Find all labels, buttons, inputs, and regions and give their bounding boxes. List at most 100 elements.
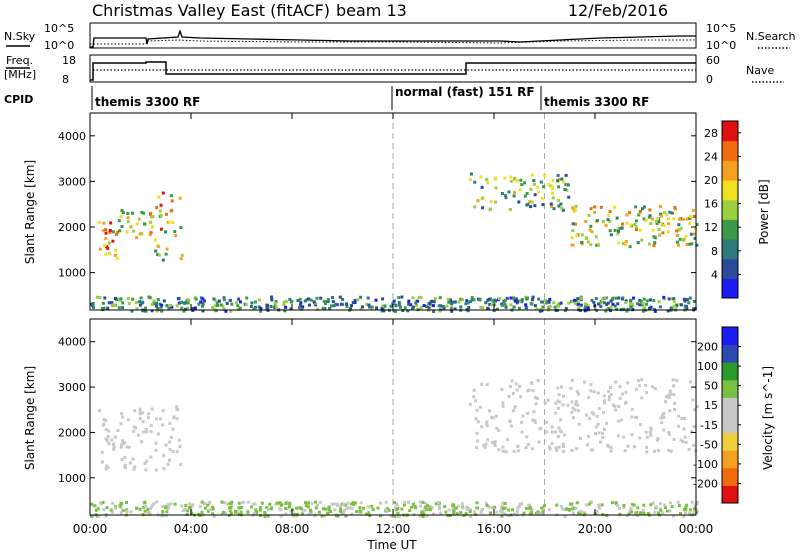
power-echo-cell: [606, 301, 610, 305]
velocity-echo-cell: [656, 437, 660, 441]
velocity-echo-cell: [419, 504, 423, 508]
velocity-echo-cell: [461, 506, 465, 510]
velocity-echo-cell: [175, 417, 179, 421]
velocity-echo-cell: [500, 509, 504, 513]
power-echo-cell: [155, 309, 159, 313]
velocity-echo-cell: [112, 445, 116, 449]
power-echo-cell: [100, 307, 104, 310]
power-echo-cell: [666, 309, 670, 313]
velocity-echo-cell: [284, 512, 288, 516]
power-echo-cell: [558, 302, 562, 306]
velocity-echo-cell: [165, 510, 169, 514]
velocity-echo-cell: [589, 389, 593, 393]
power-echo-cell: [518, 299, 522, 303]
power-echo-cell: [513, 191, 516, 194]
power-echo-cell: [637, 213, 641, 217]
power-echo-cell: [137, 217, 141, 221]
velocity-echo-cell: [113, 435, 117, 439]
power-echo-cell: [624, 239, 628, 243]
power-echo-cell: [338, 295, 342, 299]
power-echo-cell: [269, 305, 273, 308]
velocity-ytick-label: 3000: [58, 381, 86, 394]
power-echo-cell: [419, 296, 423, 300]
power-echo-cell: [539, 307, 542, 311]
velocity-echo-cell: [289, 509, 293, 513]
power-echo-cell: [350, 304, 353, 308]
velocity-echo-cell: [575, 447, 579, 451]
power-colorbar-band: [722, 239, 738, 260]
power-echo-cell: [636, 241, 640, 245]
power-echo-cell: [381, 297, 385, 301]
velocity-echo-cell: [556, 434, 560, 438]
velocity-echo-cell: [692, 443, 696, 447]
power-echo-cell: [617, 296, 621, 300]
velocity-echo-cell: [142, 505, 146, 509]
power-echo-cell: [374, 298, 378, 302]
velocity-echo-cell: [336, 504, 339, 507]
power-echo-cell: [513, 177, 517, 180]
power-echo-cell: [469, 172, 473, 176]
velocity-echo-cell: [378, 501, 382, 505]
power-echo-cell: [138, 232, 142, 236]
power-echo-cell: [265, 303, 269, 307]
velocity-echo-cell: [516, 445, 520, 448]
power-echo-cell: [662, 297, 666, 301]
power-echo-cell: [161, 191, 165, 195]
power-echo-cell: [685, 298, 689, 302]
power-echo-cell: [667, 217, 670, 221]
velocity-echo-cell: [138, 407, 142, 411]
velocity-echo-cell: [141, 411, 144, 415]
velocity-ylabel: Slant Range [km]: [23, 366, 37, 470]
velocity-echo-cell: [605, 421, 609, 425]
power-echo-cell: [642, 297, 646, 301]
velocity-echo-cell: [596, 391, 600, 395]
velocity-echo-cell: [395, 507, 399, 511]
velocity-echo-cell: [295, 506, 299, 510]
power-echo-cell: [129, 225, 133, 229]
power-echo-cell: [225, 301, 229, 305]
power-echo-cell: [614, 296, 618, 300]
velocity-echo-cell: [147, 412, 151, 416]
velocity-echo-cell: [465, 505, 469, 509]
velocity-echo-cell: [629, 506, 633, 510]
velocity-echo-cell: [133, 465, 137, 469]
power-echo-cell: [164, 252, 168, 256]
velocity-echo-cell: [185, 512, 189, 516]
power-echo-cell: [341, 297, 345, 301]
power-echo-cell: [597, 243, 600, 247]
velocity-echo-cell: [469, 514, 473, 518]
power-echo-cell: [400, 295, 404, 299]
power-echo-cell: [672, 297, 676, 300]
velocity-echo-cell: [144, 468, 148, 472]
velocity-echo-cell: [146, 507, 150, 511]
velocity-echo-cell: [241, 500, 245, 504]
power-echo-cell: [126, 212, 130, 215]
power-echo-cell: [533, 204, 537, 208]
velocity-echo-cell: [413, 504, 417, 508]
power-colorbar: 4 8 12 16 20 24 28: [704, 120, 741, 299]
frequency-strip: Freq. [MHz] 18 8 60 0 Nave: [4, 54, 784, 86]
velocity-echo-cell: [149, 506, 153, 510]
power-echo-cell: [606, 218, 610, 222]
velocity-echo-cell: [485, 503, 489, 507]
velocity-echo-cell: [536, 510, 540, 514]
power-echo-cell: [121, 301, 125, 305]
velocity-echo-cell: [607, 445, 611, 449]
velocity-echo-cell: [234, 510, 238, 514]
velocity-echo-cell: [207, 501, 211, 504]
power-echo-cell: [135, 306, 139, 310]
power-echo-cell: [667, 297, 671, 301]
velocity-echo-cell: [141, 430, 145, 434]
velocity-echo-cell: [616, 419, 620, 423]
velocity-echo-cell: [679, 512, 682, 516]
power-echo-cell: [677, 223, 681, 227]
power-echo-cell: [143, 222, 146, 226]
power-echo-cell: [685, 243, 689, 246]
power-echo-cell: [632, 296, 635, 300]
velocity-echo-cell: [493, 443, 497, 447]
velocity-echo-cell: [428, 505, 432, 509]
velocity-echo-cell: [683, 417, 687, 421]
velocity-echo-cell: [633, 445, 637, 449]
power-echo-cell: [629, 305, 633, 309]
velocity-echo-cell: [609, 449, 613, 453]
